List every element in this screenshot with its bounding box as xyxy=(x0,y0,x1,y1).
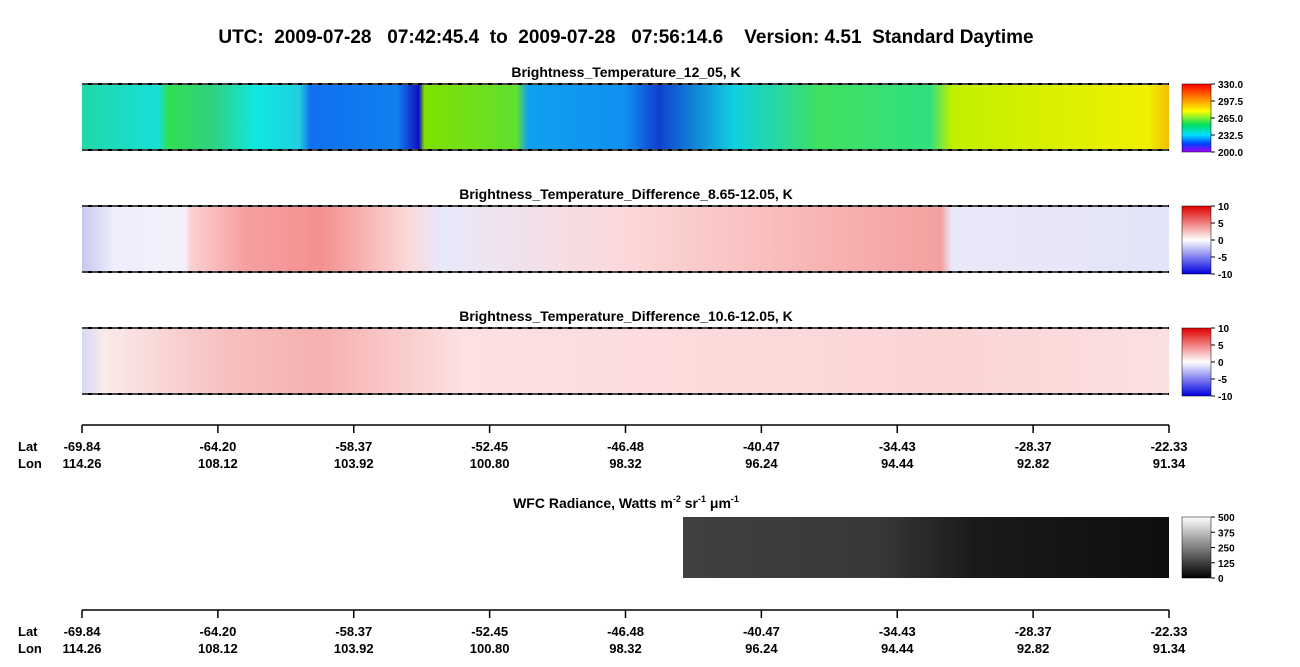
lat-label: -46.48 xyxy=(607,439,644,454)
superscript: -1 xyxy=(698,494,706,504)
colorbar-label: 375 xyxy=(1218,528,1235,539)
lat-label: -22.33 xyxy=(1151,624,1188,639)
lat-label: -52.45 xyxy=(471,439,508,454)
lon-label: 108.12 xyxy=(198,456,238,471)
title-part: sr xyxy=(681,495,699,511)
lon-label: 94.44 xyxy=(881,641,914,656)
colorbar-label: 5 xyxy=(1218,341,1224,352)
lat-label: -34.43 xyxy=(879,439,916,454)
lon-label: 91.34 xyxy=(1153,456,1186,471)
colorbar-label: 10 xyxy=(1218,324,1230,335)
colorbar-label: -10 xyxy=(1218,392,1233,403)
axis-row-label: Lat xyxy=(18,624,38,639)
lon-label: 96.24 xyxy=(745,641,778,656)
lon-label: 108.12 xyxy=(198,641,238,656)
colorbar xyxy=(1181,205,1212,275)
lon-label: 114.26 xyxy=(62,641,101,656)
panel-title: Brightness_Temperature_Difference_8.65-1… xyxy=(459,186,793,202)
colorbar-label: 10 xyxy=(1218,202,1230,213)
colorbar-label: 0 xyxy=(1218,574,1224,585)
colorbar-label: 500 xyxy=(1218,513,1235,524)
lon-label: 100.80 xyxy=(470,641,510,656)
image-strip xyxy=(683,517,1169,578)
lon-label: 92.82 xyxy=(1017,456,1050,471)
lon-label: 96.24 xyxy=(745,456,778,471)
colorbar xyxy=(1181,83,1212,153)
colorbar-label: 250 xyxy=(1218,544,1235,555)
lat-label: -46.48 xyxy=(607,624,644,639)
colorbar xyxy=(1181,516,1212,579)
lon-label: 98.32 xyxy=(609,456,642,471)
lon-label: 100.80 xyxy=(470,456,510,471)
lat-label: -52.45 xyxy=(471,624,508,639)
colorbar-label: 265.0 xyxy=(1218,114,1243,125)
lat-label: -40.47 xyxy=(743,439,780,454)
lat-label: -69.84 xyxy=(64,439,102,454)
colorbar-label: -5 xyxy=(1218,375,1227,386)
colorbar-label: 0 xyxy=(1218,358,1224,369)
colorbar-label: 330.0 xyxy=(1218,80,1243,91)
panel-title: Brightness_Temperature_Difference_10.6-1… xyxy=(459,308,793,324)
superscript: -1 xyxy=(731,494,739,504)
colorbar-label: 125 xyxy=(1218,559,1235,570)
lat-label: -40.47 xyxy=(743,624,780,639)
lat-label: -22.33 xyxy=(1151,439,1188,454)
colorbar-label: 200.0 xyxy=(1218,148,1243,159)
lat-label: -69.84 xyxy=(64,624,102,639)
lat-label: -28.37 xyxy=(1015,439,1052,454)
lon-label: 92.82 xyxy=(1017,641,1050,656)
lon-label: 103.92 xyxy=(334,456,374,471)
colorbar-label: 297.5 xyxy=(1218,97,1243,108)
lat-label: -28.37 xyxy=(1015,624,1052,639)
panel-title: Brightness_Temperature_12_05, K xyxy=(511,64,740,80)
superscript: -2 xyxy=(673,494,681,504)
lat-label: -34.43 xyxy=(879,624,916,639)
panel-title: WFC Radiance, Watts m-2 sr-1 μm-1 xyxy=(513,494,739,511)
axis-row-label: Lon xyxy=(18,641,42,656)
image-strip xyxy=(82,328,1169,394)
axis-row-label: Lat xyxy=(18,439,38,454)
axis-row-label: Lon xyxy=(18,456,42,471)
colorbar xyxy=(1181,327,1212,397)
colorbar-label: -10 xyxy=(1218,270,1233,281)
colorbar-label: 5 xyxy=(1218,219,1224,230)
lon-label: 91.34 xyxy=(1153,641,1186,656)
title-part: μm xyxy=(706,495,731,511)
colorbar-label: 0 xyxy=(1218,236,1224,247)
title-part: WFC Radiance, Watts m xyxy=(513,495,673,511)
lon-label: 114.26 xyxy=(62,456,101,471)
colorbar-label: -5 xyxy=(1218,253,1227,264)
lat-label: -64.20 xyxy=(199,439,236,454)
page-title: UTC: 2009-07-28 07:42:45.4 to 2009-07-28… xyxy=(218,27,1033,48)
image-strip xyxy=(82,84,1169,150)
lat-label: -58.37 xyxy=(335,624,372,639)
lon-label: 98.32 xyxy=(609,641,642,656)
lat-label: -64.20 xyxy=(199,624,236,639)
image-strip xyxy=(82,206,1169,272)
lat-label: -58.37 xyxy=(335,439,372,454)
lon-label: 103.92 xyxy=(334,641,374,656)
lon-label: 94.44 xyxy=(881,456,914,471)
colorbar-label: 232.5 xyxy=(1218,131,1243,142)
